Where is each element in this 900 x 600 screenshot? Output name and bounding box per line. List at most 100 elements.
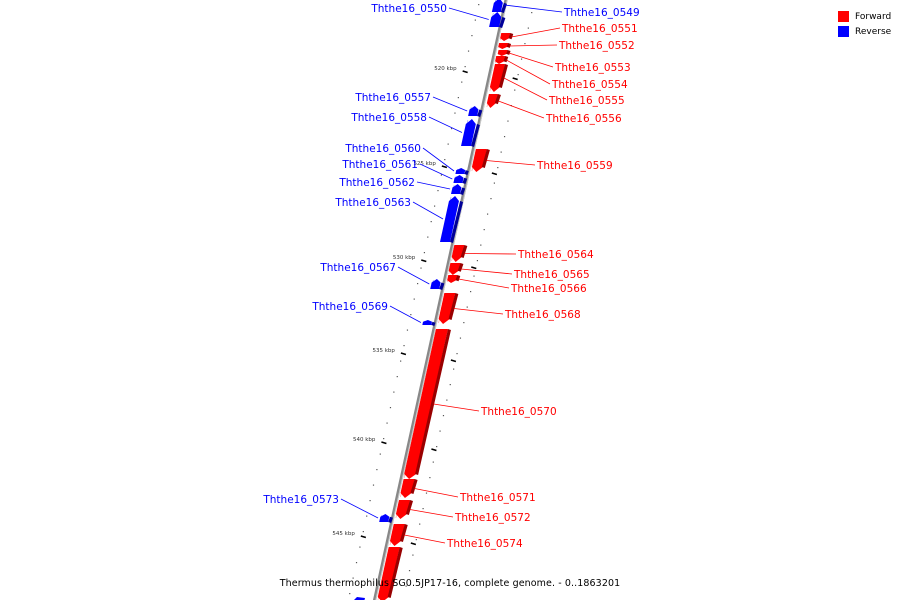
gene-arrow[interactable] bbox=[377, 547, 400, 600]
gene-0553[interactable]: Ththe16_0553 bbox=[497, 50, 631, 74]
gene-0571[interactable]: Ththe16_0571 bbox=[400, 479, 536, 504]
gene-arrow[interactable] bbox=[448, 263, 461, 275]
gene-label[interactable]: Ththe16_0556 bbox=[545, 113, 622, 125]
gene-0562[interactable]: Ththe16_0562 bbox=[338, 177, 466, 195]
gene-0560[interactable]: Ththe16_0560 bbox=[344, 143, 469, 175]
gene-label[interactable]: Ththe16_0555 bbox=[548, 95, 625, 107]
gene-arrow[interactable] bbox=[497, 50, 508, 56]
gene-0575[interactable] bbox=[377, 547, 403, 600]
scale-tick-label: 545 kbp bbox=[332, 531, 355, 537]
scale-dot bbox=[413, 298, 415, 300]
gene-arrow[interactable] bbox=[455, 168, 466, 174]
gene-label[interactable]: Ththe16_0571 bbox=[459, 492, 536, 504]
gene-0569[interactable]: Ththe16_0569 bbox=[311, 301, 436, 326]
gene-0570[interactable]: Ththe16_0570 bbox=[403, 329, 557, 479]
gene-label[interactable]: Ththe16_0559 bbox=[536, 160, 613, 172]
gene-0550[interactable]: Ththe16_0550 bbox=[370, 3, 506, 28]
gene-0565[interactable]: Ththe16_0565 bbox=[448, 263, 590, 281]
gene-label[interactable]: Ththe16_0554 bbox=[551, 79, 628, 91]
gene-label[interactable]: Ththe16_0561 bbox=[341, 159, 418, 171]
gene-0564[interactable]: Ththe16_0564 bbox=[451, 245, 594, 262]
gene-arrow[interactable] bbox=[500, 33, 511, 41]
gene-label[interactable]: Ththe16_0553 bbox=[554, 62, 631, 74]
gene-0561[interactable]: Ththe16_0561 bbox=[341, 159, 468, 184]
gene-label[interactable]: Ththe16_0558 bbox=[350, 112, 427, 124]
gene-label[interactable]: Ththe16_0565 bbox=[513, 269, 590, 281]
gene-arrow[interactable] bbox=[468, 106, 479, 116]
gene-arrow[interactable] bbox=[489, 64, 505, 92]
gene-0556[interactable]: Ththe16_0556 bbox=[486, 94, 622, 125]
gene-label[interactable]: Ththe16_0572 bbox=[454, 512, 531, 524]
gene-label[interactable]: Ththe16_0573 bbox=[262, 494, 339, 506]
gene-label[interactable]: Ththe16_0569 bbox=[311, 301, 388, 313]
gene-0568[interactable]: Ththe16_0568 bbox=[438, 293, 581, 324]
gene-label[interactable]: Ththe16_0574 bbox=[446, 538, 523, 550]
scale-tick-label: 525 kbp bbox=[413, 161, 436, 167]
gene-arrow[interactable] bbox=[379, 514, 390, 522]
gene-arrow[interactable] bbox=[486, 94, 498, 108]
gene-arrow[interactable] bbox=[438, 293, 456, 324]
gene-0549[interactable]: Ththe16_0549 bbox=[491, 0, 640, 19]
gene-0554[interactable]: Ththe16_0554 bbox=[495, 56, 628, 91]
scale-tick-mark bbox=[431, 448, 437, 452]
gene-label[interactable]: Ththe16_0563 bbox=[334, 197, 411, 209]
gene-partial[interactable] bbox=[352, 597, 365, 600]
gene-0559[interactable]: Ththe16_0559 bbox=[471, 149, 613, 172]
gene-arrow-edge bbox=[438, 293, 446, 324]
gene-arrow[interactable] bbox=[395, 500, 410, 519]
scale-tick-mark bbox=[381, 441, 387, 445]
scale-dot bbox=[386, 422, 388, 424]
scale-dot bbox=[507, 120, 509, 122]
gene-label[interactable]: Ththe16_0570 bbox=[480, 406, 557, 418]
scale-tick-label: 520 kbp bbox=[434, 66, 457, 72]
gene-label[interactable]: Ththe16_0549 bbox=[563, 7, 640, 19]
gene-leader-line bbox=[498, 100, 545, 119]
gene-arrow-edge bbox=[492, 0, 496, 12]
gene-0574[interactable]: Ththe16_0574 bbox=[389, 524, 523, 550]
gene-label[interactable]: Ththe16_0562 bbox=[338, 177, 415, 189]
gene-arrow-shade bbox=[462, 177, 468, 184]
gene-arrow-shade bbox=[448, 293, 459, 320]
gene-0566[interactable]: Ththe16_0566 bbox=[447, 275, 587, 295]
scale-dot bbox=[376, 469, 378, 471]
scale-dot bbox=[467, 50, 470, 52]
gene-label[interactable]: Ththe16_0560 bbox=[344, 143, 421, 155]
gene-arrow[interactable] bbox=[453, 175, 464, 183]
gene-arrow[interactable] bbox=[440, 196, 459, 242]
gene-label[interactable]: Ththe16_0566 bbox=[510, 283, 587, 295]
gene-label[interactable]: Ththe16_0557 bbox=[354, 92, 431, 104]
gene-arrow[interactable] bbox=[451, 184, 462, 194]
gene-0557[interactable]: Ththe16_0557 bbox=[354, 92, 483, 117]
gene-arrow[interactable] bbox=[491, 0, 503, 12]
gene-arrow-shade bbox=[498, 64, 508, 88]
gene-label[interactable]: Ththe16_0564 bbox=[517, 249, 594, 261]
gene-arrow[interactable] bbox=[489, 12, 502, 27]
gene-arrow[interactable] bbox=[447, 275, 458, 283]
scale-tick-mark bbox=[462, 70, 468, 74]
gene-label[interactable]: Ththe16_0550 bbox=[370, 3, 447, 15]
gene-arrow[interactable] bbox=[451, 245, 465, 262]
gene-0552[interactable]: Ththe16_0552 bbox=[498, 40, 635, 52]
gene-0563[interactable]: Ththe16_0563 bbox=[334, 196, 464, 243]
gene-0567[interactable]: Ththe16_0567 bbox=[319, 262, 445, 290]
gene-0555[interactable]: Ththe16_0555 bbox=[489, 64, 625, 107]
gene-arrow[interactable] bbox=[430, 279, 441, 289]
gene-leader-line bbox=[458, 278, 510, 289]
gene-0572[interactable]: Ththe16_0572 bbox=[395, 500, 531, 524]
gene-arrow[interactable] bbox=[400, 479, 415, 498]
gene-label[interactable]: Ththe16_0567 bbox=[319, 262, 396, 274]
gene-0551[interactable]: Ththe16_0551 bbox=[500, 23, 638, 41]
gene-arrow[interactable] bbox=[495, 56, 506, 64]
gene-label[interactable]: Ththe16_0568 bbox=[504, 309, 581, 321]
gene-arrow[interactable] bbox=[422, 320, 433, 325]
gene-0558[interactable]: Ththe16_0558 bbox=[350, 112, 480, 147]
gene-arrow[interactable] bbox=[404, 329, 448, 479]
gene-arrow[interactable] bbox=[471, 149, 487, 172]
gene-label[interactable]: Ththe16_0552 bbox=[558, 40, 635, 52]
scale-dot bbox=[442, 415, 445, 417]
gene-arrow[interactable] bbox=[461, 119, 476, 146]
scale-dot bbox=[423, 252, 426, 254]
gene-arrow[interactable] bbox=[498, 43, 509, 49]
gene-0573[interactable]: Ththe16_0573 bbox=[262, 494, 393, 523]
gene-label[interactable]: Ththe16_0551 bbox=[561, 23, 638, 35]
